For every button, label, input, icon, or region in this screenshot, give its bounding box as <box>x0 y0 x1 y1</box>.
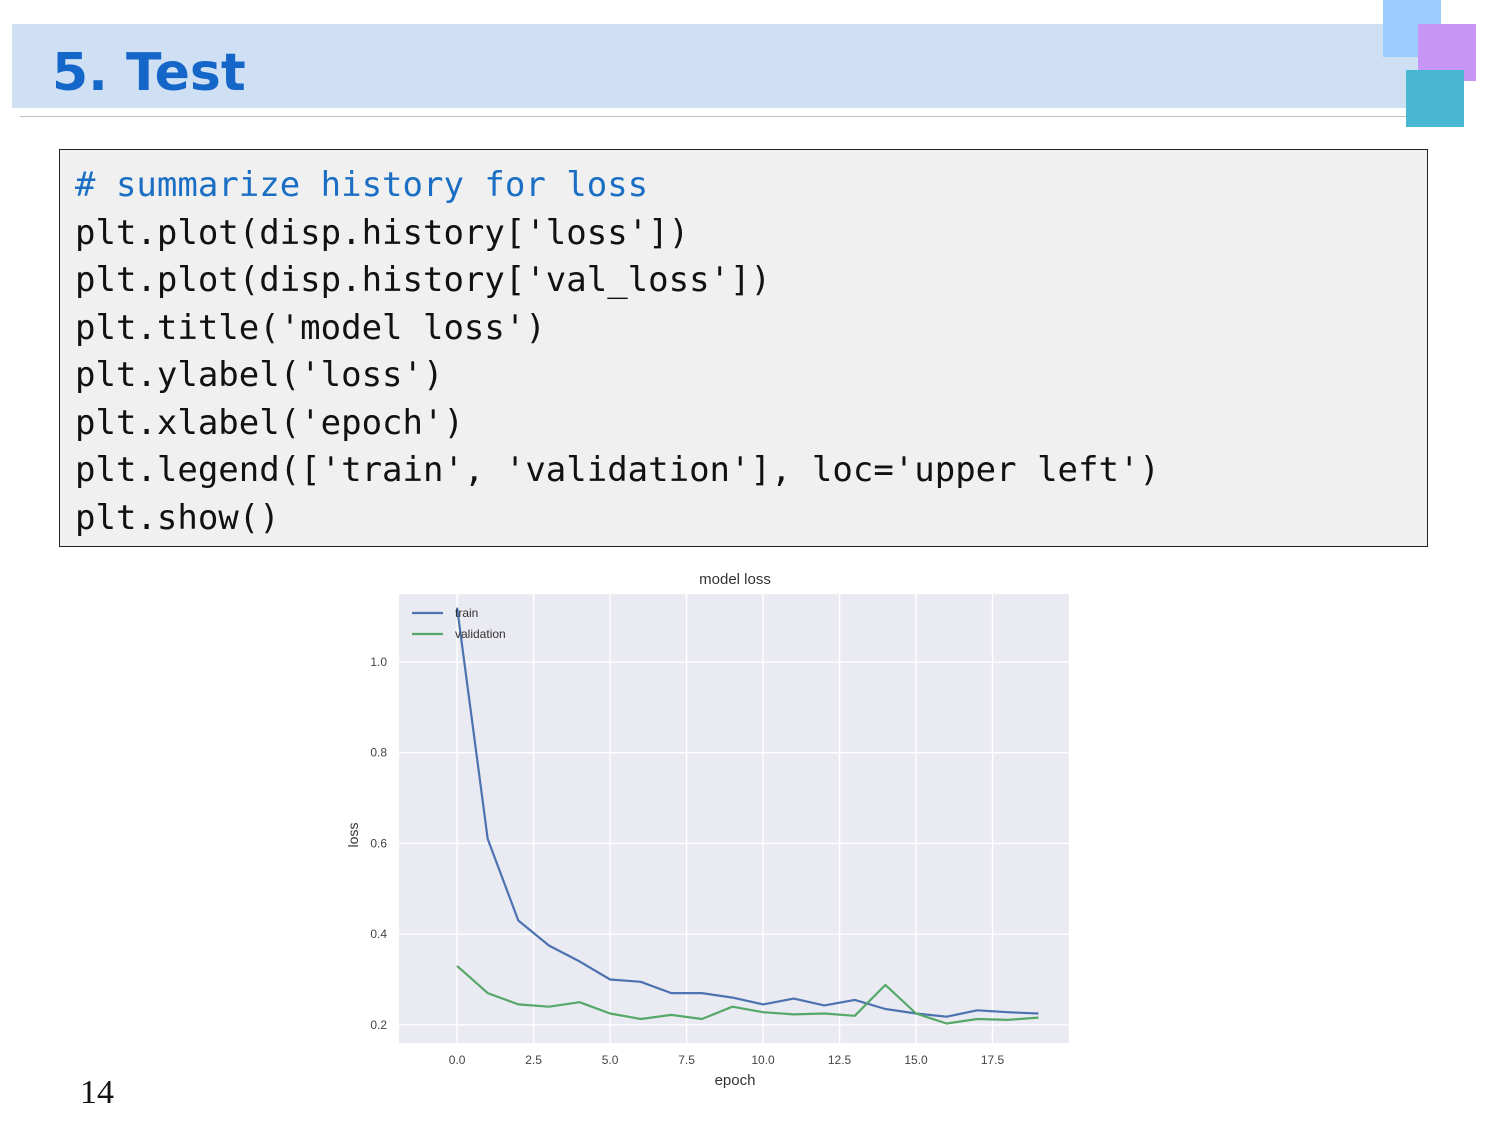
code-line: plt.title('model loss') <box>75 307 546 348</box>
legend-label-validation: validation <box>455 627 506 641</box>
decor-square-teal <box>1406 70 1464 127</box>
plot-background <box>399 594 1069 1043</box>
page-number: 14 <box>80 1074 114 1111</box>
y-axis-label: loss <box>345 823 361 848</box>
y-tick-label: 0.2 <box>370 1018 387 1032</box>
x-tick-label: 15.0 <box>904 1053 928 1067</box>
title-divider <box>20 116 1440 117</box>
x-tick-label: 17.5 <box>981 1053 1005 1067</box>
title-bar <box>12 24 1437 108</box>
slide-title: 5. Test <box>52 43 246 103</box>
code-line: plt.xlabel('epoch') <box>75 402 464 443</box>
x-axis-label: epoch <box>715 1072 756 1089</box>
y-tick-label: 0.4 <box>370 927 387 941</box>
series-line-validation <box>456 965 1039 1025</box>
y-tick-label: 1.0 <box>370 655 387 669</box>
code-line: # summarize history for loss <box>75 165 649 205</box>
x-tick-label: 2.5 <box>525 1053 542 1067</box>
code-line: plt.legend(['train', 'validation'], loc=… <box>75 450 1160 490</box>
legend-label-train: train <box>455 606 478 620</box>
y-tick-label: 0.8 <box>370 746 387 760</box>
chart-title: model loss <box>699 571 771 588</box>
x-tick-label: 0.0 <box>449 1053 466 1067</box>
code-line: plt.plot(disp.history['loss']) <box>75 212 690 253</box>
x-tick-label: 5.0 <box>602 1053 619 1067</box>
code-line: plt.show() <box>75 497 280 538</box>
code-line: plt.plot(disp.history['val_loss']) <box>75 260 771 300</box>
x-tick-label: 7.5 <box>678 1053 695 1067</box>
y-tick-label: 0.6 <box>370 836 387 850</box>
code-line: plt.ylabel('loss') <box>75 355 444 395</box>
code-block: # summarize history for loss plt.plot(di… <box>59 149 1428 547</box>
x-tick-label: 12.5 <box>828 1053 852 1067</box>
loss-chart: model loss epoch loss 0.0 2.5 5.0 7.5 10.0 12… <box>345 571 1069 1089</box>
x-tick-label: 10.0 <box>751 1053 775 1067</box>
series-line-train <box>456 607 1039 1018</box>
